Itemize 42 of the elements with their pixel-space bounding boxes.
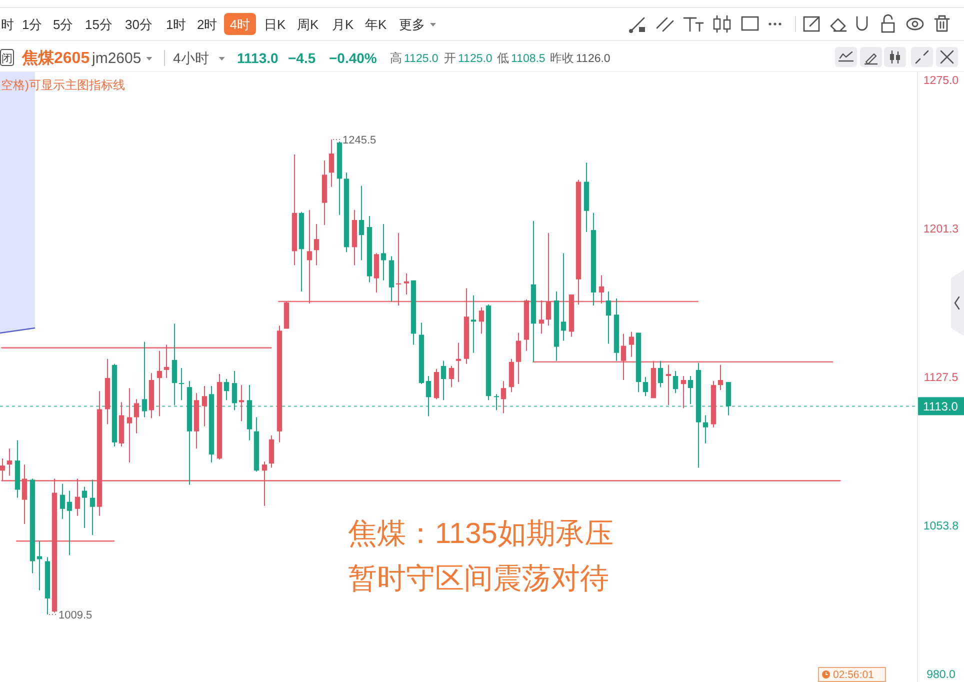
text: 年K <box>365 17 387 32</box>
y-tick: 1053.8 <box>923 520 959 532</box>
text: 2时 <box>197 17 218 32</box>
subtitle: 暂时守区间震荡对待 <box>348 563 609 595</box>
text: 1时 <box>166 17 186 32</box>
text: 时 <box>1 17 14 32</box>
text: 更多 <box>399 17 425 32</box>
text: 昨收 <box>550 51 574 65</box>
text: 5分 <box>53 17 74 32</box>
annotation: 空格)可显示主图指标线 <box>1 78 125 92</box>
text: 1113.0 <box>237 50 278 66</box>
text: 日K <box>264 17 286 32</box>
text: 1126.0 <box>576 53 610 65</box>
text: 1分 <box>22 17 42 32</box>
annotation: 1009.5 <box>58 610 92 622</box>
text: 15分 <box>85 17 112 32</box>
y-tick: 1201.3 <box>923 223 959 236</box>
text: 闭 <box>2 53 12 65</box>
y-tick: 980.0 <box>926 668 956 681</box>
extreme-label: 1245.5 <box>332 134 376 146</box>
text: 4时 <box>230 17 250 32</box>
text: 1108.5 <box>511 53 546 65</box>
text: −4.5 <box>288 50 316 66</box>
text: 月K <box>332 17 354 32</box>
text: 1125.0 <box>404 53 438 65</box>
y-tick: 1127.5 <box>924 372 958 384</box>
text: 开 <box>444 51 456 65</box>
annotation: 02:56:01 <box>833 669 874 681</box>
text: 低 <box>497 51 509 65</box>
text: 高 <box>390 51 402 65</box>
text: −0.40% <box>329 50 378 66</box>
ref-label: 1113.0 <box>923 400 958 414</box>
annotation: 1245.5 <box>342 134 376 146</box>
text: 1125.0 <box>458 53 492 65</box>
extreme-label: 1009.5 <box>48 610 92 622</box>
text: 30分 <box>125 17 152 32</box>
title: 焦煤：1135如期承压 <box>348 518 614 550</box>
text: 周K <box>297 17 319 32</box>
text: jm2605 <box>91 50 142 67</box>
text: 焦煤2605 <box>21 49 90 67</box>
y-tick: 1275.0 <box>923 75 959 88</box>
text: 4小时 <box>173 50 209 66</box>
